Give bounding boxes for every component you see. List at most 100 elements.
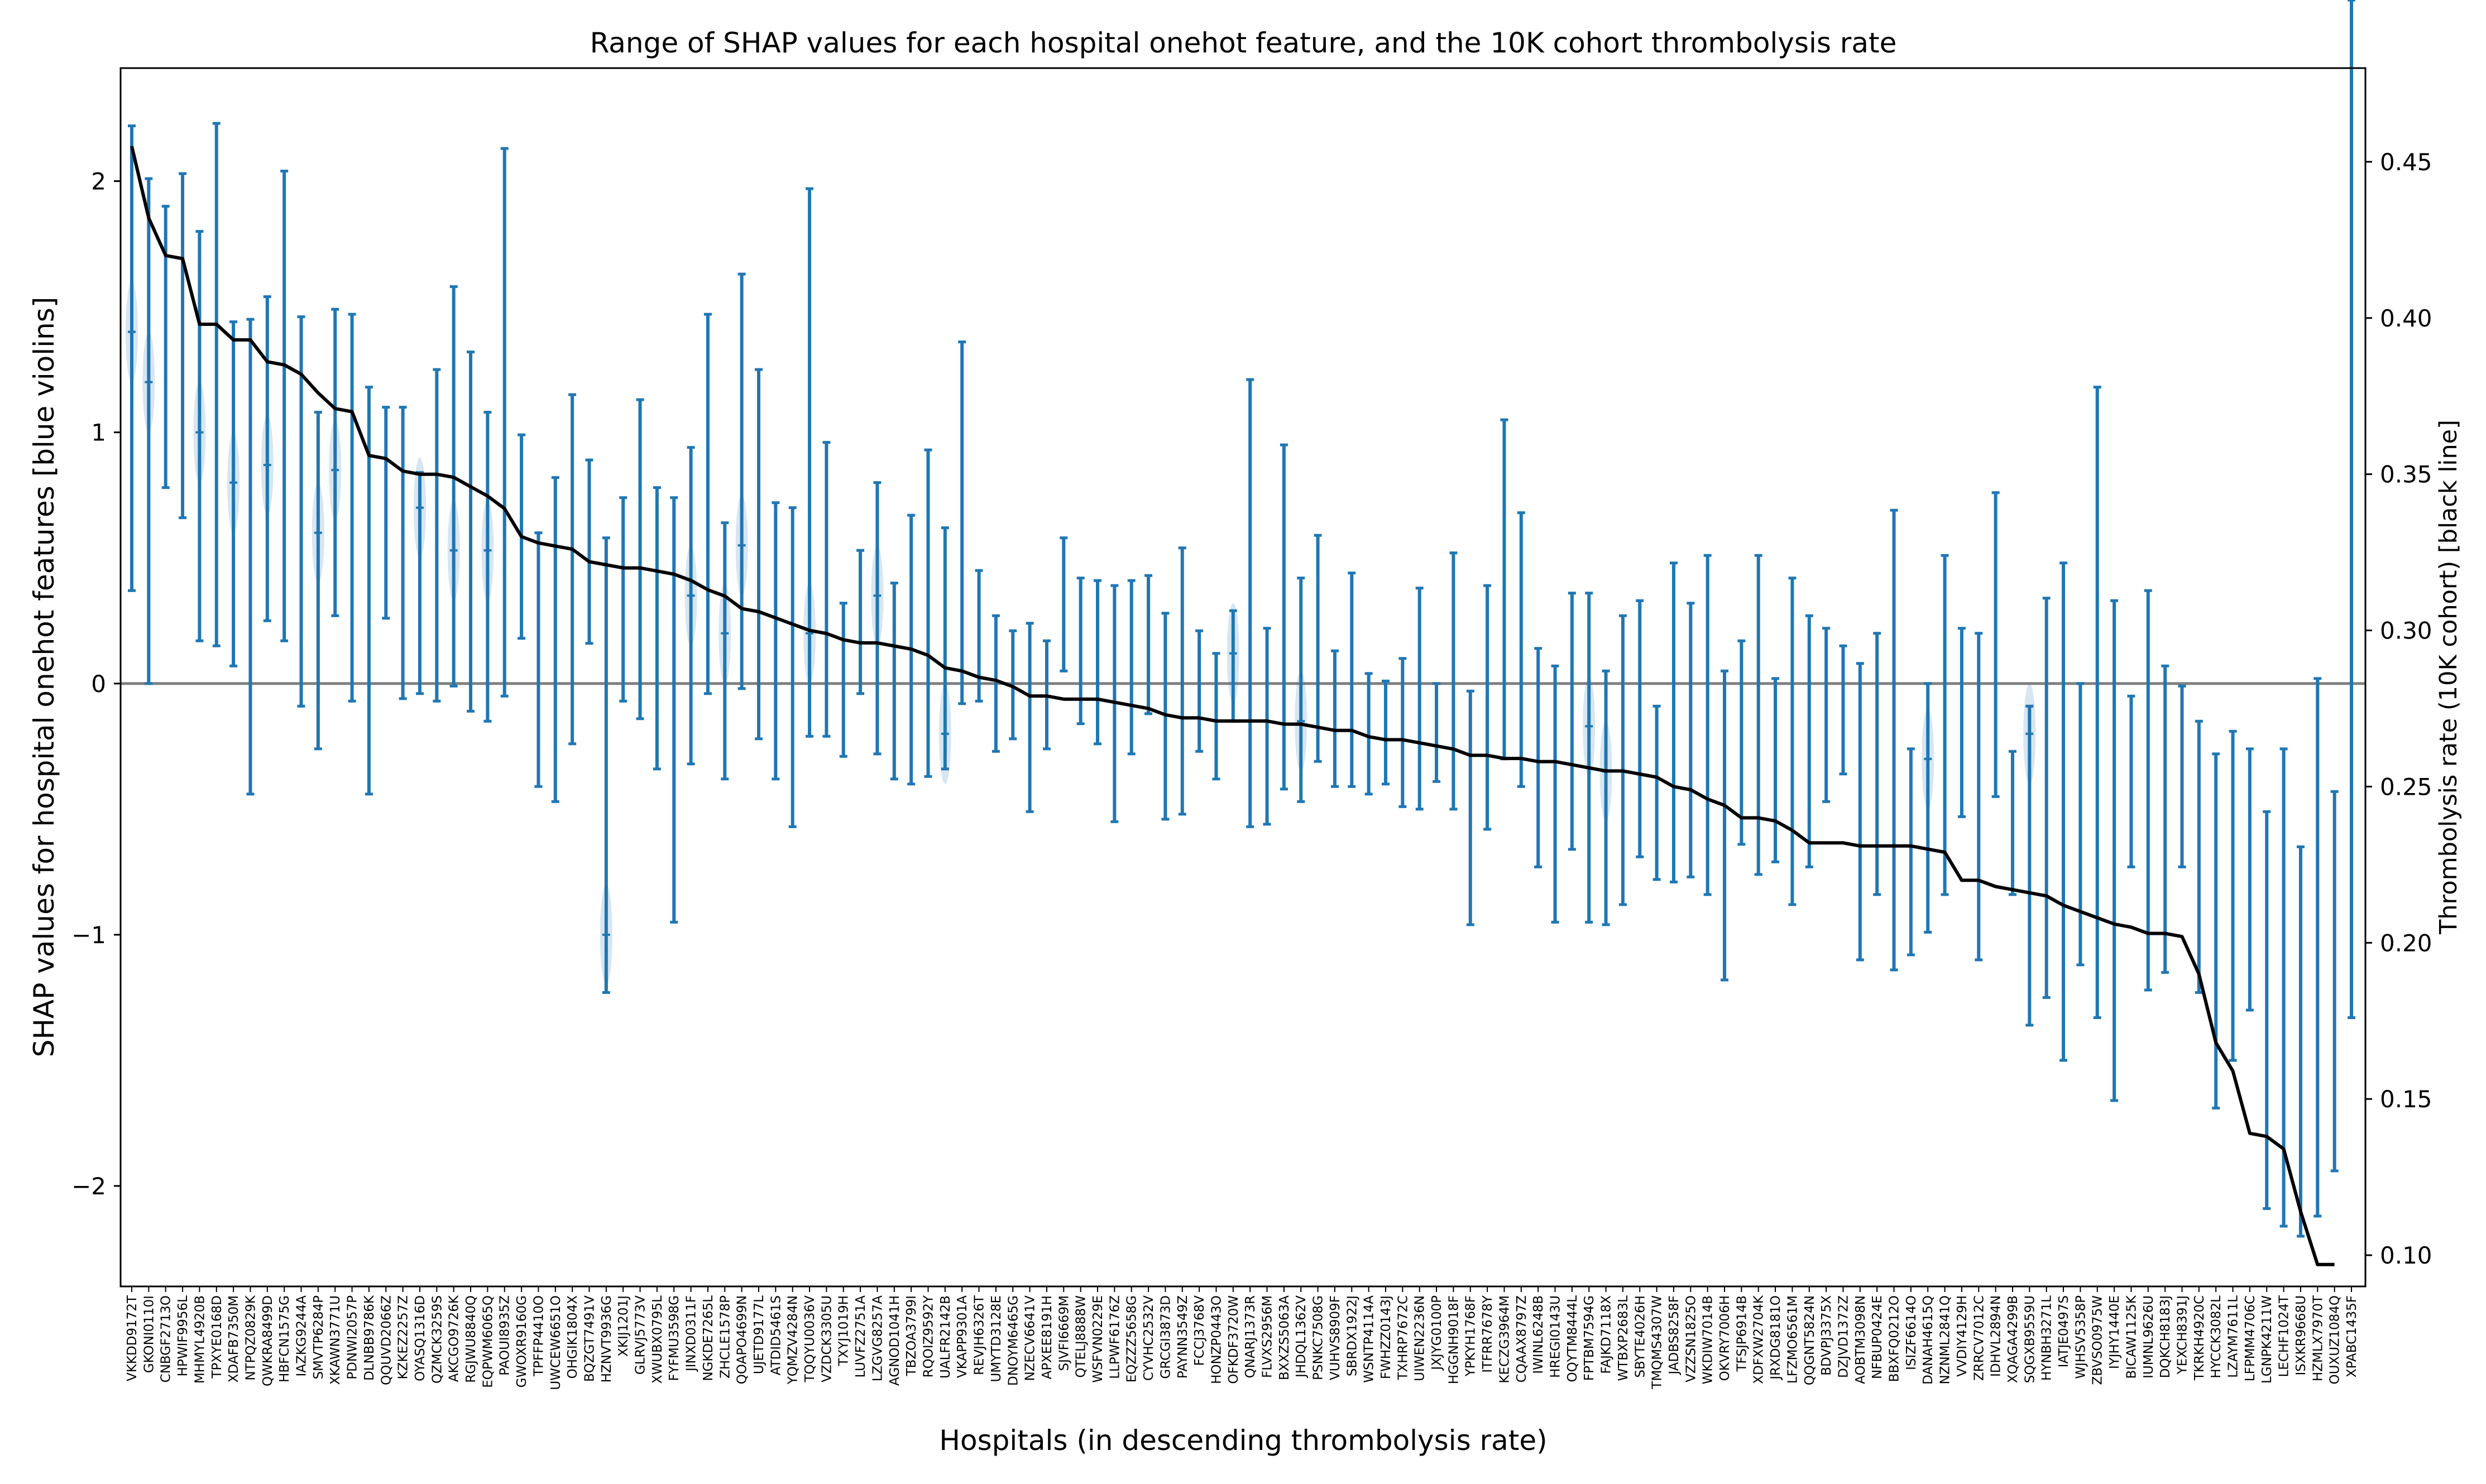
- x-tick-label: RGJWU8840Q: [464, 1295, 478, 1383]
- shap-range: [2127, 694, 2135, 868]
- x-tick-label: JADBS8258F: [1667, 1295, 1682, 1376]
- x-tick-label: TPFFP4410O: [531, 1295, 546, 1377]
- shap-range: [1754, 554, 1762, 876]
- x-tick-label: FAJKD7118X: [1599, 1295, 1614, 1374]
- shap-range: [1839, 644, 1847, 776]
- shap-range: [1957, 627, 1966, 818]
- x-tick-label: JRXDG8181O: [1769, 1295, 1783, 1381]
- x-tick-label: VUHVS8909F: [1328, 1295, 1343, 1380]
- shap-range: [636, 398, 644, 721]
- x-tick-label: EQZZZ5658G: [1125, 1295, 1139, 1382]
- shap-range: [261, 295, 274, 622]
- shap-range: [2178, 684, 2186, 868]
- shap-range: [348, 313, 356, 703]
- shap-range: [1583, 592, 1596, 924]
- x-tick-label: VKKDD9172T: [125, 1295, 140, 1381]
- shap-range: [1026, 622, 1034, 813]
- shap-range: [1737, 639, 1746, 846]
- x-tick-label: AGNOD1041H: [888, 1295, 902, 1386]
- shap-range: [1195, 629, 1204, 753]
- x-tick-label: ITFRR7678Y: [1481, 1295, 1495, 1373]
- x-tick-label: ZHCLE1578P: [718, 1295, 732, 1379]
- x-tick-label: CQAAX8797Z: [1515, 1295, 1529, 1382]
- shap-range: [619, 496, 628, 703]
- x-tick-label: IYJHY1440E: [2107, 1295, 2122, 1369]
- left-tick-label: −1: [71, 921, 106, 949]
- shap-range: [1060, 536, 1068, 673]
- x-tick-label: OHGIK1804X: [566, 1295, 580, 1379]
- x-tick-label: LZAYM7611L: [2226, 1295, 2241, 1378]
- shap-range: [297, 315, 305, 708]
- shap-range: [2279, 747, 2288, 1228]
- shap-range: [2296, 845, 2305, 1238]
- x-tick-label: FYFMU3598G: [667, 1295, 682, 1381]
- x-tick-label: SJVFI6669M: [1057, 1295, 1071, 1371]
- shap-range: [413, 457, 426, 695]
- shap-range: [1991, 491, 2000, 798]
- x-tick-label: QOAPO4699N: [735, 1295, 750, 1384]
- shap-range: [1652, 704, 1661, 881]
- x-tick-label: ZRRCV7012C: [1972, 1295, 1986, 1381]
- shap-range: [1280, 443, 1288, 791]
- shap-range: [1483, 584, 1492, 831]
- shap-range: [1348, 571, 1356, 788]
- x-tick-label: GWOXR9160G: [515, 1295, 529, 1387]
- x-tick-label: QZMCK3259S: [430, 1295, 444, 1384]
- left-tick-label: 1: [91, 419, 106, 446]
- shap-range: [2348, 0, 2355, 1019]
- shap-range: [1433, 682, 1441, 783]
- shap-range: [719, 521, 731, 781]
- x-tick-label: JHDQL1362V: [1294, 1295, 1309, 1379]
- x-tick-label: WTBXP2683L: [1616, 1295, 1631, 1381]
- x-tick-label: XKAWN3771U: [328, 1295, 343, 1385]
- x-tick-label: KZKEZ2257Z: [396, 1295, 411, 1380]
- shap-range: [399, 406, 407, 700]
- shap-range: [2229, 729, 2237, 1062]
- shap-range: [1178, 546, 1186, 816]
- x-tick-label: REVJH6326T: [973, 1295, 987, 1375]
- shap-range: [1822, 627, 1831, 803]
- x-tick-label: VZDCK3305U: [820, 1295, 834, 1382]
- shap-range: [684, 446, 697, 766]
- x-tick-label: PAYNN3549Z: [1176, 1295, 1190, 1379]
- x-tick-label: ATDID5461S: [769, 1295, 783, 1375]
- plot-frame: [119, 67, 2367, 1288]
- shap-range: [1127, 579, 1136, 756]
- x-tick-label: IAZKG9244A: [295, 1295, 309, 1377]
- shap-range: [2245, 747, 2254, 1012]
- left-axis-label: SHAP values for hospital onehot features…: [28, 297, 60, 1058]
- x-tick-label: OQYTM8444L: [1565, 1295, 1580, 1382]
- right-tick-label: 0.25: [2380, 773, 2432, 800]
- x-tick-label: XPABC1435F: [2345, 1295, 2359, 1377]
- shap-range: [1534, 647, 1543, 868]
- shap-range: [500, 147, 509, 698]
- shap-range: [803, 187, 816, 738]
- x-tick-label: VZZSN1825O: [1684, 1295, 1698, 1382]
- x-tick-label: IDHVL2894N: [1989, 1295, 2004, 1377]
- x-tick-label: DNOYM6465G: [1006, 1295, 1021, 1386]
- right-axis: 0.10 0.15 0.20 0.25 0.30 0.35 0.40 0.45: [2365, 148, 2432, 1269]
- x-tick-label: LFZMO6561M: [1785, 1295, 1800, 1384]
- x-tick-label: BDVPJ3375X: [1819, 1295, 1834, 1376]
- shap-range: [1330, 649, 1339, 788]
- shap-range: [1094, 579, 1102, 746]
- shap-range: [703, 313, 712, 695]
- shap-range: [871, 481, 884, 756]
- shap-range: [1466, 689, 1474, 926]
- shap-range: [1314, 534, 1322, 763]
- shap-range: [551, 476, 559, 803]
- x-tick-label: LECHF1024T: [2277, 1295, 2292, 1377]
- x-tick-label: HREGI0143U: [1549, 1295, 1563, 1378]
- x-tick-label: NZNML2841Q: [1938, 1295, 1953, 1384]
- shap-range: [1805, 614, 1813, 868]
- x-tick-label: OUXUZ1084Q: [2328, 1295, 2343, 1385]
- shap-range: [179, 172, 187, 520]
- shap-range: [1788, 577, 1797, 906]
- shap-range: [1263, 627, 1271, 826]
- x-tick-label: NZECV6641V: [1023, 1295, 1038, 1381]
- left-tick-label: 2: [91, 168, 106, 195]
- shap-range: [534, 531, 543, 788]
- left-axis: −2 −1 0 1 2: [71, 168, 121, 1200]
- x-tick-label: ISXKR9668U: [2294, 1295, 2308, 1376]
- shap-range: [938, 526, 951, 784]
